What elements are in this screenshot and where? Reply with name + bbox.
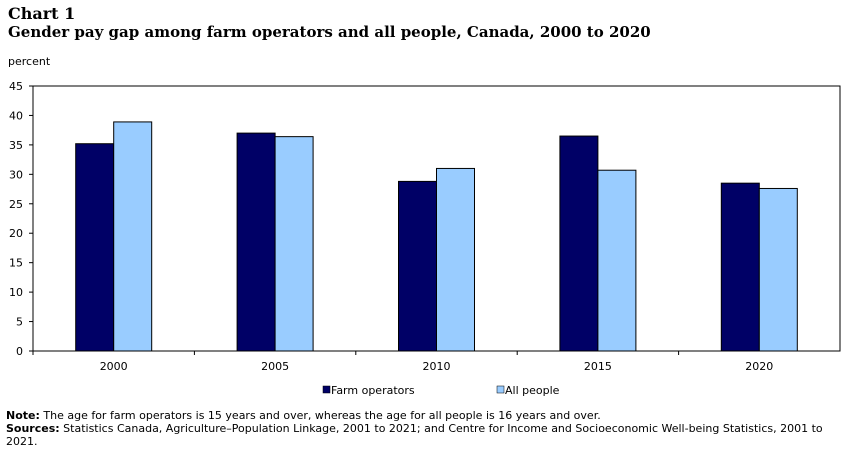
bar bbox=[720, 182, 760, 352]
bar bbox=[559, 135, 599, 352]
legend-label: Farm operators bbox=[331, 384, 415, 397]
bar bbox=[398, 180, 437, 352]
x-tick-label: 2020 bbox=[745, 360, 773, 373]
x-tick-label: 2010 bbox=[423, 360, 451, 373]
note-text: The age for farm operators is 15 years a… bbox=[39, 409, 601, 422]
y-axis-unit-label: percent bbox=[8, 55, 51, 68]
sources-line: Sources: Statistics Canada, Agriculture–… bbox=[6, 422, 841, 448]
bar bbox=[597, 169, 637, 352]
chart-label: Chart 1 bbox=[8, 4, 76, 23]
chart-notes: Note: The age for farm operators is 15 y… bbox=[6, 409, 841, 448]
bar bbox=[236, 132, 276, 352]
note-line: Note: The age for farm operators is 15 y… bbox=[6, 409, 841, 422]
y-tick-label: 10 bbox=[9, 286, 23, 299]
note-label: Note: bbox=[6, 409, 40, 422]
legend-label: All people bbox=[505, 384, 560, 397]
y-tick-label: 20 bbox=[9, 227, 23, 240]
bar bbox=[436, 167, 475, 352]
bar bbox=[75, 143, 115, 352]
x-tick-label: 2000 bbox=[100, 360, 128, 373]
bar bbox=[113, 121, 153, 352]
x-tick-label: 2015 bbox=[584, 360, 612, 373]
bar-chart: 0 5 10 15 20 25 30 35 40 45 2000 2005 2010 2015 2020 Fa… bbox=[9, 80, 841, 397]
x-tick-label: 2005 bbox=[261, 360, 289, 373]
y-tick-label: 25 bbox=[9, 198, 23, 211]
y-tick-label: 15 bbox=[9, 257, 23, 270]
y-tick-label: 30 bbox=[9, 168, 23, 181]
sources-label: Sources: bbox=[6, 422, 60, 435]
y-tick-label: 40 bbox=[9, 109, 23, 122]
sources-text: Statistics Canada, Agriculture–Populatio… bbox=[6, 422, 823, 448]
y-tick-label: 35 bbox=[9, 139, 23, 152]
bar bbox=[274, 136, 314, 352]
y-tick-label: 0 bbox=[16, 345, 23, 358]
y-tick-label: 45 bbox=[9, 80, 23, 93]
bar bbox=[758, 187, 798, 352]
legend-swatch bbox=[496, 385, 505, 394]
chart-title: Gender pay gap among farm operators and … bbox=[8, 23, 651, 41]
legend-swatch bbox=[322, 385, 331, 394]
y-tick-label: 5 bbox=[16, 316, 23, 329]
